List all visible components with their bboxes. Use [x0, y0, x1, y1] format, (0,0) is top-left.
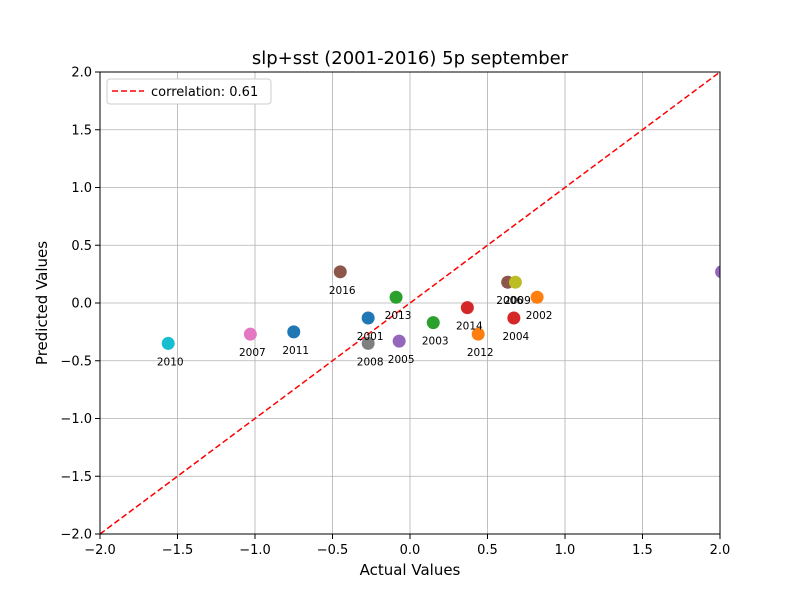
y-tick-label: 0.0 — [71, 297, 92, 312]
x-tick-label: −1.0 — [239, 543, 271, 558]
data-point-label: 2010 — [157, 356, 184, 368]
y-tick-label: 1.5 — [71, 123, 92, 138]
data-point-label: 2011 — [282, 345, 309, 357]
y-tick-label: −0.5 — [60, 354, 92, 369]
data-point-2013 — [389, 290, 403, 304]
data-point-2016 — [333, 265, 347, 279]
data-point-label: 2016 — [329, 285, 356, 297]
points-layer — [161, 265, 720, 350]
x-tick-label: 1.0 — [555, 543, 576, 558]
x-axis-ticks: −2.0 −1.5 −1.0 −0.5 0.0 0.5 1.0 1.5 2.0 — [84, 534, 730, 558]
data-point-unlabeled — [715, 265, 720, 279]
legend-label: correlation: 0.61 — [151, 85, 258, 100]
x-tick-label: 0.0 — [400, 543, 421, 558]
y-axis-label: Predicted Values — [33, 241, 51, 365]
data-point-label: 2004 — [502, 331, 529, 343]
y-tick-label: 1.0 — [71, 181, 92, 196]
x-tick-label: −2.0 — [84, 543, 116, 558]
data-point-2010 — [161, 336, 175, 350]
data-point-label: 2005 — [388, 354, 415, 366]
data-point-2003 — [426, 316, 440, 330]
data-point-label: 2003 — [422, 336, 449, 348]
point-labels-layer: 2001 2002 2003 2004 2005 2006 2007 2008 2009 2010… — [157, 285, 553, 369]
y-tick-label: −1.0 — [60, 412, 92, 427]
y-axis-ticks: −2.0 −1.5 −1.0 −0.5 0.0 0.5 1.0 1.5 2.0 — [60, 66, 100, 543]
data-point-label: 2006 — [496, 295, 523, 307]
reference-line — [99, 71, 721, 535]
data-point-2005 — [392, 334, 406, 348]
data-point-2008 — [361, 336, 375, 350]
y-tick-label: 0.5 — [71, 239, 92, 254]
data-point-2011 — [287, 325, 301, 339]
y-tick-label: 2.0 — [71, 66, 92, 81]
x-tick-label: 0.5 — [477, 543, 498, 558]
data-point-label: 2013 — [385, 310, 412, 322]
data-point-2009 — [508, 275, 522, 289]
x-tick-label: 2.0 — [710, 543, 731, 558]
data-point-label: 2001 — [357, 331, 384, 343]
data-point-2002 — [530, 290, 544, 304]
y-tick-label: −1.5 — [60, 470, 92, 485]
data-point-2001 — [361, 311, 375, 325]
data-point-2007 — [243, 327, 257, 341]
data-point-label: 2009 — [504, 295, 531, 307]
data-point-label: 2012 — [467, 347, 494, 359]
x-tick-label: −0.5 — [317, 543, 349, 558]
data-point-2014 — [460, 301, 474, 315]
y-tick-label: −2.0 — [60, 528, 92, 543]
legend: correlation: 0.61 — [106, 78, 272, 105]
data-point-label: 2007 — [239, 347, 266, 359]
chart-title: slp+sst (2001-2016) 5p september — [252, 48, 569, 69]
x-tick-label: −1.5 — [162, 543, 194, 558]
x-tick-label: 1.5 — [632, 543, 653, 558]
data-point-2004 — [507, 311, 521, 325]
x-axis-label: Actual Values — [360, 561, 461, 579]
data-point-2012 — [471, 327, 485, 341]
legend-box — [106, 78, 272, 105]
data-point-label: 2008 — [357, 356, 384, 368]
data-point-label: 2014 — [456, 321, 483, 333]
data-point-label: 2002 — [526, 310, 553, 322]
